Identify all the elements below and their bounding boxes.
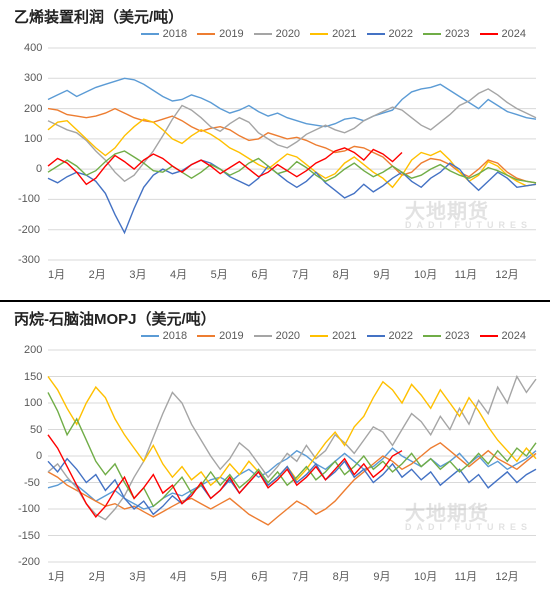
x-tick-label: 10月 xyxy=(414,266,437,282)
legend-label: 2023 xyxy=(445,330,469,342)
legend-item-2022: 2022 xyxy=(367,28,413,40)
x-tick-label: 11月 xyxy=(455,568,477,584)
legend-swatch-icon xyxy=(423,335,441,337)
x-tick-label: 5月 xyxy=(211,266,228,282)
x-tick-label: 12月 xyxy=(495,266,518,282)
legend-label: 2019 xyxy=(219,28,243,40)
chart-propane-naphtha: 丙烷-石脑油MOPJ（美元/吨） 2018 2019 2020 2021 2022 202… xyxy=(0,302,550,602)
legend-item-2020: 2020 xyxy=(254,330,300,342)
y-tick-label: -200 xyxy=(18,556,40,568)
x-tick-label: 1月 xyxy=(48,266,65,282)
y-tick-label: -100 xyxy=(18,193,40,205)
y-tick-label: 200 xyxy=(24,103,42,115)
legend-swatch-icon xyxy=(310,33,328,35)
legend-item-2023: 2023 xyxy=(423,330,469,342)
legend-label: 2018 xyxy=(163,330,187,342)
legend-label: 2023 xyxy=(445,28,469,40)
x-tick-label: 1月 xyxy=(48,568,65,584)
legend-swatch-icon xyxy=(197,33,215,35)
y-tick-label: -300 xyxy=(18,254,40,266)
y-tick-label: 0 xyxy=(36,163,42,175)
chart2-legend: 2018 2019 2020 2021 2022 2023 2024 xyxy=(141,330,536,342)
legend-swatch-icon xyxy=(310,335,328,337)
legend-swatch-icon xyxy=(141,335,159,337)
legend-swatch-icon xyxy=(480,335,498,337)
x-tick-label: 2月 xyxy=(89,266,106,282)
y-tick-label: 300 xyxy=(24,72,42,84)
legend-item-2022: 2022 xyxy=(367,330,413,342)
legend-item-2024: 2024 xyxy=(480,330,526,342)
x-tick-label: 11月 xyxy=(455,266,477,282)
y-tick-label: 100 xyxy=(24,397,42,409)
chart-ethylene-profit: 乙烯装置利润（美元/吨） 2018 2019 2020 2021 2022 2023 202… xyxy=(0,0,550,300)
y-tick-label: -100 xyxy=(18,503,40,515)
legend-swatch-icon xyxy=(254,33,272,35)
x-tick-label: 7月 xyxy=(292,568,309,584)
x-tick-label: 8月 xyxy=(333,568,350,584)
x-tick-label: 12月 xyxy=(495,568,518,584)
legend-label: 2024 xyxy=(502,330,526,342)
watermark-2: 大地期货DADI FUTURES xyxy=(405,497,532,532)
legend-item-2019: 2019 xyxy=(197,28,243,40)
x-tick-label: 5月 xyxy=(211,568,228,584)
legend-swatch-icon xyxy=(480,33,498,35)
legend-swatch-icon xyxy=(197,335,215,337)
legend-label: 2021 xyxy=(332,28,356,40)
y-tick-label: 150 xyxy=(24,371,42,383)
series-s2018 xyxy=(48,78,536,126)
y-tick-label: -200 xyxy=(18,224,40,236)
x-tick-label: 4月 xyxy=(170,266,187,282)
legend-label: 2018 xyxy=(163,28,187,40)
x-tick-label: 3月 xyxy=(129,568,146,584)
legend-label: 2020 xyxy=(276,330,300,342)
x-tick-label: 8月 xyxy=(333,266,350,282)
legend-item-2020: 2020 xyxy=(254,28,300,40)
y-tick-label: -150 xyxy=(18,530,40,542)
legend-swatch-icon xyxy=(254,335,272,337)
legend-label: 2021 xyxy=(332,330,356,342)
series-s2020 xyxy=(48,89,536,181)
legend-item-2019: 2019 xyxy=(197,330,243,342)
chart1-title: 乙烯装置利润（美元/吨） xyxy=(14,6,183,27)
legend-item-2018: 2018 xyxy=(141,28,187,40)
legend-swatch-icon xyxy=(141,33,159,35)
x-tick-label: 9月 xyxy=(373,568,390,584)
y-tick-label: -50 xyxy=(24,477,40,489)
legend-label: 2024 xyxy=(502,28,526,40)
x-tick-label: 10月 xyxy=(414,568,437,584)
x-tick-label: 2月 xyxy=(89,568,106,584)
x-tick-label: 6月 xyxy=(251,568,268,584)
chart1-legend: 2018 2019 2020 2021 2022 2023 2024 xyxy=(141,28,536,40)
legend-item-2021: 2021 xyxy=(310,28,356,40)
legend-label: 2019 xyxy=(219,330,243,342)
x-tick-label: 9月 xyxy=(373,266,390,282)
x-tick-label: 4月 xyxy=(170,568,187,584)
y-tick-label: 100 xyxy=(24,133,42,145)
x-tick-label: 7月 xyxy=(292,266,309,282)
legend-label: 2022 xyxy=(389,28,413,40)
y-tick-label: 50 xyxy=(30,424,42,436)
y-tick-label: 400 xyxy=(24,42,42,54)
x-tick-label: 6月 xyxy=(251,266,268,282)
chart2-title: 丙烷-石脑油MOPJ（美元/吨） xyxy=(14,308,216,329)
legend-item-2023: 2023 xyxy=(423,28,469,40)
legend-swatch-icon xyxy=(367,33,385,35)
legend-label: 2020 xyxy=(276,28,300,40)
legend-swatch-icon xyxy=(423,33,441,35)
series-s2021 xyxy=(48,119,536,187)
y-tick-label: 0 xyxy=(36,450,42,462)
legend-item-2018: 2018 xyxy=(141,330,187,342)
watermark-1: 大地期货DADI FUTURES xyxy=(405,195,532,230)
legend-item-2021: 2021 xyxy=(310,330,356,342)
legend-swatch-icon xyxy=(367,335,385,337)
y-tick-label: 200 xyxy=(24,344,42,356)
legend-label: 2022 xyxy=(389,330,413,342)
legend-item-2024: 2024 xyxy=(480,28,526,40)
x-tick-label: 3月 xyxy=(129,266,146,282)
